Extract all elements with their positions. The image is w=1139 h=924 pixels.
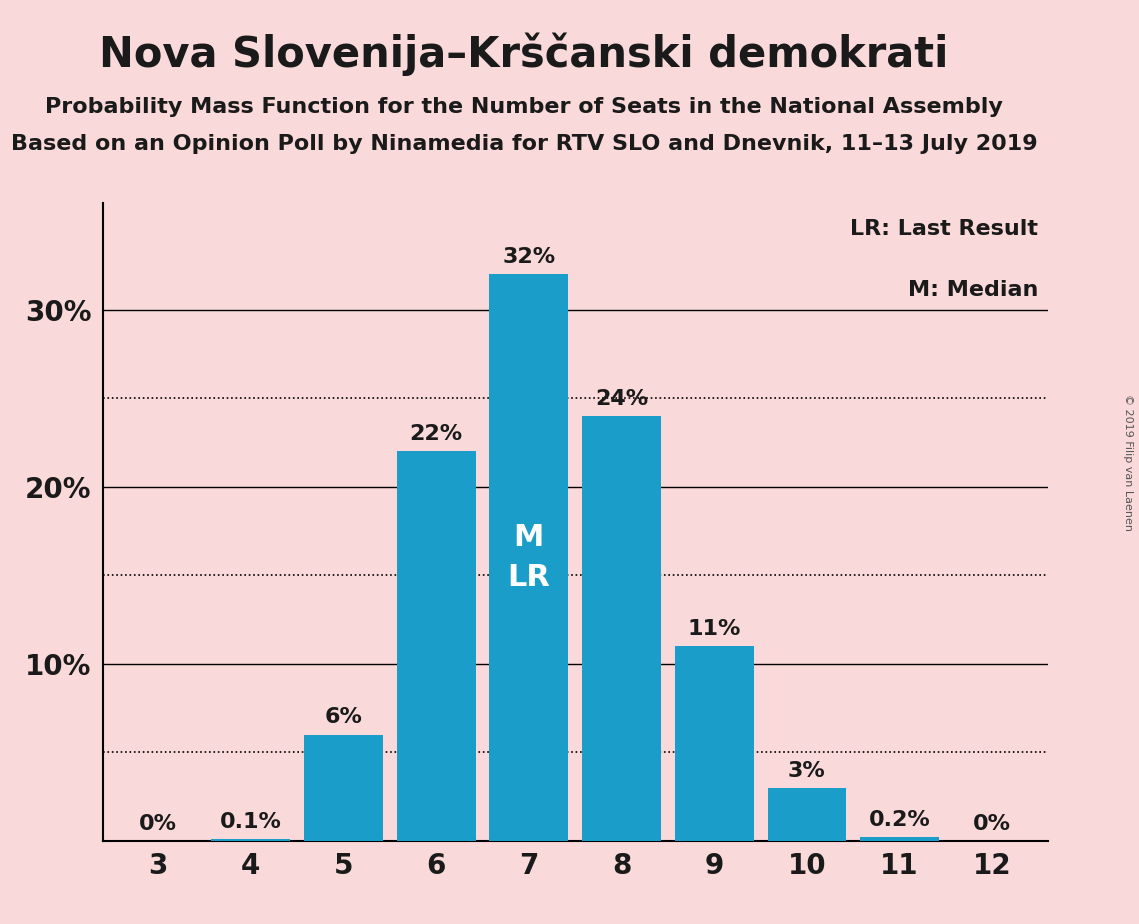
Text: 0.1%: 0.1% [220, 812, 281, 832]
Text: 0%: 0% [139, 814, 178, 833]
Text: 11%: 11% [688, 619, 740, 639]
Text: © 2019 Filip van Laenen: © 2019 Filip van Laenen [1123, 394, 1133, 530]
Bar [304, 735, 383, 841]
Bar [490, 274, 568, 841]
Text: 3%: 3% [788, 760, 826, 781]
Text: 6%: 6% [325, 708, 362, 727]
Bar [582, 416, 661, 841]
Text: Probability Mass Function for the Number of Seats in the National Assembly: Probability Mass Function for the Number… [46, 97, 1002, 117]
Text: M
LR: M LR [507, 523, 550, 592]
Text: Nova Slovenija–Krščanski demokrati: Nova Slovenija–Krščanski demokrati [99, 32, 949, 76]
Text: 22%: 22% [410, 424, 462, 444]
Bar [860, 837, 939, 841]
Text: 0.2%: 0.2% [869, 810, 931, 831]
Text: Based on an Opinion Poll by Ninamedia for RTV SLO and Dnevnik, 11–13 July 2019: Based on an Opinion Poll by Ninamedia fo… [10, 134, 1038, 154]
Bar [212, 839, 290, 841]
Bar [396, 451, 476, 841]
Text: M: Median: M: Median [908, 280, 1039, 299]
Text: 24%: 24% [595, 389, 648, 408]
Text: LR: Last Result: LR: Last Result [851, 219, 1039, 239]
Text: 0%: 0% [973, 814, 1011, 833]
Bar [768, 787, 846, 841]
Text: 32%: 32% [502, 247, 556, 267]
Bar [674, 646, 754, 841]
